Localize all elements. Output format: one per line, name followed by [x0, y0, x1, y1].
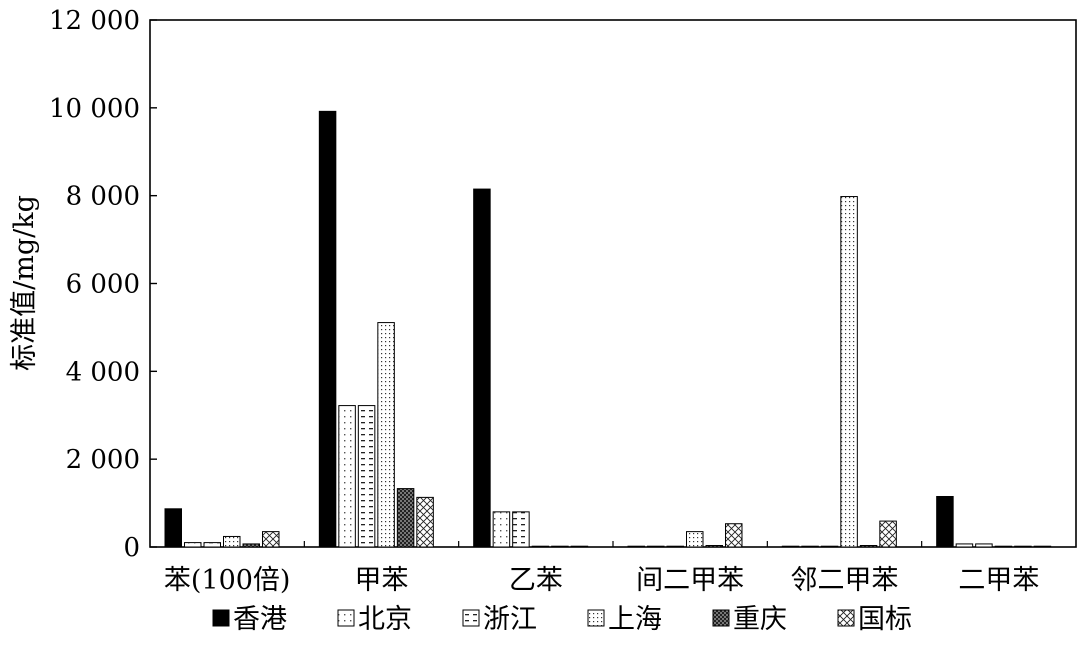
bar-crosshatch — [879, 520, 897, 548]
bar-dashes — [512, 511, 530, 548]
legend-swatch — [462, 609, 480, 627]
bar-dots-dense — [840, 196, 858, 548]
legend-label: 香港 — [233, 604, 287, 635]
legend-swatch — [837, 609, 855, 627]
x-category-label: 二甲苯 — [958, 565, 1039, 596]
y-tick-label: 8 000 — [66, 182, 140, 212]
legend-label: 国标 — [858, 604, 912, 635]
bar-dots-sparse — [184, 542, 202, 548]
x-category-label: 苯(100倍) — [164, 565, 291, 596]
legend-label: 北京 — [358, 604, 412, 635]
y-axis-title: 标准值/mg/kg — [9, 195, 40, 371]
bar-dots-sparse — [801, 545, 819, 548]
bar-solid-black — [781, 545, 800, 548]
y-tick-label: 12 000 — [49, 6, 140, 36]
bar-dashes — [203, 542, 221, 548]
bar-crosshatch — [262, 531, 280, 548]
plot-frame — [149, 19, 1077, 548]
x-category-label: 间二甲苯 — [636, 565, 744, 596]
bar-checker-dark — [551, 545, 569, 548]
bar-dashes — [820, 545, 839, 548]
bar-dots-sparse — [647, 545, 665, 548]
legend-swatch — [587, 609, 605, 627]
plot-axes — [149, 19, 1077, 548]
y-axis-ticks: 0 2 000 4 000 6 000 8 000 10 000 12 000 — [49, 6, 157, 563]
bar-solid-black — [318, 110, 337, 548]
bar-checker-dark — [1014, 545, 1032, 548]
legend-swatch — [712, 609, 730, 627]
legend-label: 上海 — [608, 604, 662, 635]
y-tick-label: 6 000 — [66, 270, 140, 300]
legend-swatch — [337, 609, 355, 627]
bar-crosshatch — [1033, 545, 1052, 548]
bar-dots-dense — [377, 322, 395, 548]
bar-dots-sparse — [955, 543, 974, 548]
legend: 香港 北京 浙江 上海 重庆 国标 — [212, 604, 912, 635]
bar-dots-sparse — [338, 405, 356, 548]
legend-swatch — [212, 609, 230, 627]
bar-dots-sparse — [492, 511, 511, 548]
y-tick-label: 2 000 — [66, 445, 140, 475]
bar-dots-dense — [223, 535, 241, 548]
bar-crosshatch — [725, 523, 743, 548]
bar-solid-black — [473, 188, 491, 548]
y-tick-label: 10 000 — [49, 94, 140, 124]
legend-label: 浙江 — [483, 604, 537, 635]
bar-dots-dense — [686, 531, 704, 548]
bar-dashes — [666, 545, 684, 548]
legend-label: 重庆 — [733, 604, 787, 635]
bar-checker-dark — [859, 545, 878, 548]
bar-dots-dense — [531, 545, 550, 548]
x-category-label: 甲苯 — [355, 565, 409, 596]
bar-dots-dense — [994, 545, 1013, 548]
bar-checker-dark — [242, 543, 260, 548]
bar-marks — [164, 110, 1052, 548]
y-tick-label: 4 000 — [66, 357, 140, 387]
bar-solid-black — [164, 508, 182, 548]
bar-checker-dark — [396, 488, 415, 548]
y-tick-label: 0 — [123, 533, 140, 563]
bar-crosshatch — [416, 496, 434, 548]
bar-dashes — [357, 405, 376, 548]
bar-crosshatch — [570, 545, 589, 548]
bar-solid-black — [627, 545, 645, 548]
bar-checker-dark — [705, 545, 723, 548]
x-category-label: 乙苯 — [509, 565, 563, 596]
bar-solid-black — [936, 495, 954, 548]
bar-dashes — [975, 543, 993, 548]
x-axis-category-labels: 苯(100倍) 甲苯 乙苯 间二甲苯 邻二甲苯 二甲苯 — [164, 541, 1039, 596]
x-category-label: 邻二甲苯 — [791, 565, 899, 596]
